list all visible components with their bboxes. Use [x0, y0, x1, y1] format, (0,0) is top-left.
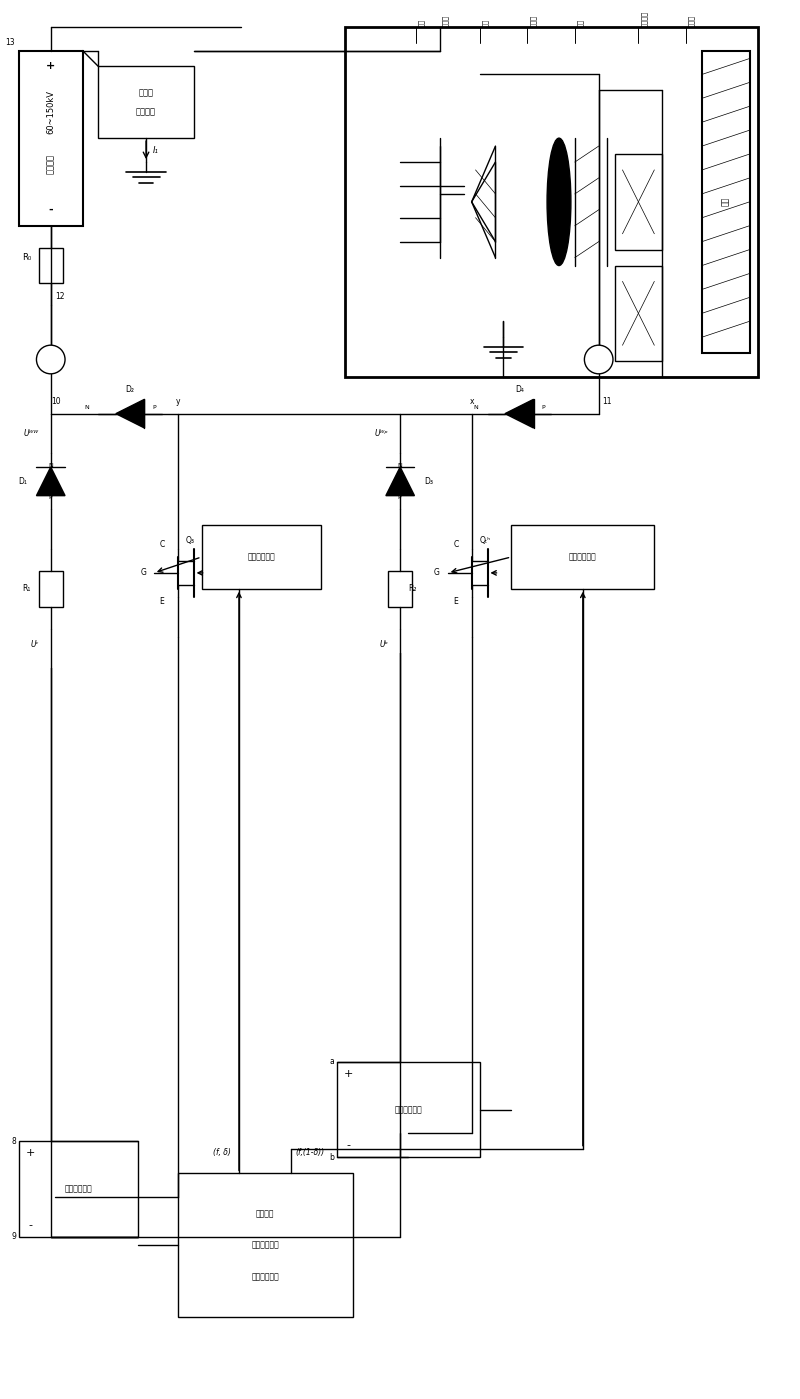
Bar — [511, 525, 654, 589]
Text: 第一束流: 第一束流 — [256, 1209, 274, 1219]
Text: 11: 11 — [602, 397, 612, 406]
Text: G: G — [434, 568, 440, 578]
Text: Uᵇ: Uᵇ — [379, 641, 388, 649]
Circle shape — [37, 346, 65, 374]
Text: y: y — [175, 397, 180, 406]
Text: a: a — [330, 1058, 334, 1066]
Text: (f, δ): (f, δ) — [213, 1149, 231, 1157]
Text: -: - — [49, 204, 53, 215]
Text: 栊极: 栊极 — [482, 18, 489, 27]
Text: 空比稳定电路: 空比稳定电路 — [251, 1272, 279, 1281]
Bar — [345, 27, 758, 376]
Text: 直流电源: 直流电源 — [46, 154, 55, 175]
Bar — [337, 1062, 479, 1157]
Text: 13: 13 — [6, 38, 15, 46]
Bar — [39, 571, 62, 607]
Text: 12: 12 — [54, 292, 64, 301]
Text: 第四驱动电路: 第四驱动电路 — [569, 553, 597, 561]
Text: 流传感器: 流传感器 — [136, 108, 156, 116]
Bar — [388, 571, 412, 607]
Text: R₂: R₂ — [408, 585, 417, 593]
Text: +: + — [26, 1149, 35, 1158]
Bar — [178, 1174, 353, 1316]
Text: 聚焦线圈: 聚焦线圈 — [641, 11, 647, 27]
Text: N: N — [48, 463, 53, 467]
Text: P: P — [48, 495, 52, 499]
Text: D₃: D₃ — [424, 477, 433, 485]
Text: Uᵂᵂ: Uᵂᵂ — [24, 429, 39, 438]
Text: +: + — [46, 62, 55, 71]
Bar — [614, 266, 662, 361]
Text: C: C — [453, 540, 458, 548]
Polygon shape — [505, 399, 534, 428]
Text: 电子束: 电子束 — [530, 14, 536, 27]
Text: R₀: R₀ — [22, 253, 31, 262]
Text: G: G — [140, 568, 146, 578]
Text: E: E — [159, 597, 164, 606]
Text: P: P — [398, 495, 402, 499]
Text: 阳极: 阳极 — [578, 18, 584, 27]
Text: 工件: 工件 — [722, 197, 730, 207]
Text: b: b — [330, 1153, 334, 1161]
Text: x: x — [470, 397, 474, 406]
Polygon shape — [116, 399, 145, 428]
Text: Qₜʰ: Qₜʰ — [479, 536, 491, 546]
Text: I₁: I₁ — [152, 145, 158, 154]
Bar — [614, 154, 662, 249]
Text: 9: 9 — [12, 1233, 17, 1241]
Text: D₂: D₂ — [126, 385, 134, 393]
Text: -: - — [29, 1220, 33, 1230]
Text: P: P — [542, 404, 545, 410]
Bar — [202, 525, 321, 589]
Text: 基値偏压电源: 基値偏压电源 — [394, 1105, 422, 1114]
Text: E: E — [454, 597, 458, 606]
Text: N: N — [84, 404, 89, 410]
Text: D₁: D₁ — [18, 477, 27, 485]
Text: 灯丝: 灯丝 — [418, 18, 425, 27]
Bar — [39, 248, 62, 284]
Text: N: N — [474, 404, 478, 410]
Text: -: - — [346, 1140, 350, 1150]
Text: N: N — [398, 463, 402, 467]
Text: Uᶜ: Uᶜ — [30, 641, 39, 649]
Text: C: C — [159, 540, 165, 548]
Polygon shape — [37, 467, 65, 495]
Text: P: P — [152, 404, 156, 410]
Circle shape — [584, 346, 613, 374]
Text: R₁: R₁ — [22, 585, 31, 593]
Text: 电子枪: 电子枪 — [442, 14, 449, 27]
Text: D₄: D₄ — [515, 385, 524, 393]
Text: Q₃: Q₃ — [186, 536, 194, 546]
Text: 10: 10 — [50, 397, 60, 406]
Polygon shape — [386, 467, 414, 495]
Bar — [98, 67, 194, 139]
Text: 第一电: 第一电 — [138, 88, 154, 98]
Bar — [702, 50, 750, 353]
Text: +: + — [344, 1069, 354, 1079]
Text: 60~150kV: 60~150kV — [46, 90, 55, 134]
Bar — [19, 1142, 138, 1237]
Text: 脉冲频率及占: 脉冲频率及占 — [251, 1241, 279, 1249]
Text: (f,(1-δ)): (f,(1-δ)) — [295, 1149, 325, 1157]
Text: 峰値偏压电源: 峰値偏压电源 — [65, 1185, 93, 1193]
Text: 真空室: 真空室 — [689, 14, 695, 27]
Text: Uᵂᵖ: Uᵂᵖ — [374, 429, 388, 438]
Text: 8: 8 — [12, 1137, 17, 1146]
Text: 第三驱动电路: 第三驱动电路 — [247, 553, 275, 561]
Ellipse shape — [547, 139, 571, 266]
Bar — [19, 50, 82, 225]
